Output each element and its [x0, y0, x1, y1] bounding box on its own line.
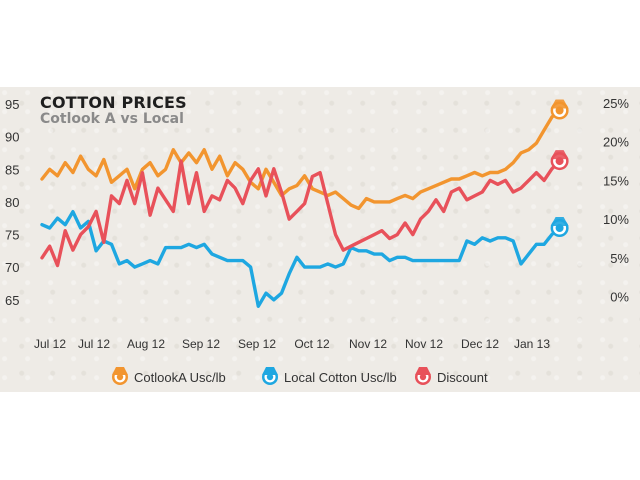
- legend-item-local: Local Cotton Usc/lb: [262, 367, 397, 385]
- left-tick-label: 90: [5, 130, 19, 145]
- x-tick-label: Sep 12: [238, 337, 276, 351]
- series-line-discount: [40, 159, 562, 268]
- x-tick-label: Oct 12: [294, 337, 330, 351]
- chart-panel: 65 70 75 80 85 90 95 0% 5% 10% 15% 20% 25% Jul 12 Jul …: [0, 87, 640, 392]
- left-tick-label: 85: [5, 162, 19, 177]
- left-tick-label: 80: [5, 195, 19, 210]
- chart-title: COTTON PRICES: [40, 93, 187, 112]
- chart-svg: 65 70 75 80 85 90 95 0% 5% 10% 15% 20% 25% Jul 12 Jul …: [5, 96, 629, 385]
- end-marker-cotlook: [550, 99, 569, 120]
- x-tick-label: Jan 13: [514, 337, 550, 351]
- x-tick-label: Nov 12: [405, 337, 443, 351]
- left-tick-label: 75: [5, 228, 19, 243]
- x-tick-label: Jul 12: [78, 337, 110, 351]
- x-tick-label: Sep 12: [182, 337, 220, 351]
- right-tick-label: 20%: [603, 135, 629, 150]
- legend-item-cotlook: CotlookA Usc/lb: [112, 367, 226, 385]
- x-tick-label: Jul 12: [34, 337, 66, 351]
- chart-subtitle: Cotlook A vs Local: [40, 111, 184, 127]
- right-tick-label: 5%: [610, 251, 629, 266]
- left-tick-label: 65: [5, 293, 19, 308]
- legend-label: Local Cotton Usc/lb: [284, 370, 397, 385]
- right-tick-label: 15%: [603, 173, 629, 188]
- legend-label: CotlookA Usc/lb: [134, 370, 226, 385]
- end-marker-discount: [550, 150, 569, 171]
- legend-item-discount: Discount: [415, 367, 488, 385]
- left-tick-label: 70: [5, 260, 19, 275]
- x-tick-label: Nov 12: [349, 337, 387, 351]
- right-tick-label: 10%: [603, 212, 629, 227]
- right-tick-label: 0%: [610, 290, 629, 305]
- series-line-cotlook: [40, 108, 562, 211]
- right-tick-label: 25%: [603, 96, 629, 111]
- end-marker-local: [550, 217, 569, 237]
- series-line-local: [40, 209, 562, 309]
- x-tick-label: Aug 12: [127, 337, 165, 351]
- left-tick-label: 95: [5, 97, 19, 112]
- legend-label: Discount: [437, 370, 488, 385]
- x-tick-label: Dec 12: [461, 337, 499, 351]
